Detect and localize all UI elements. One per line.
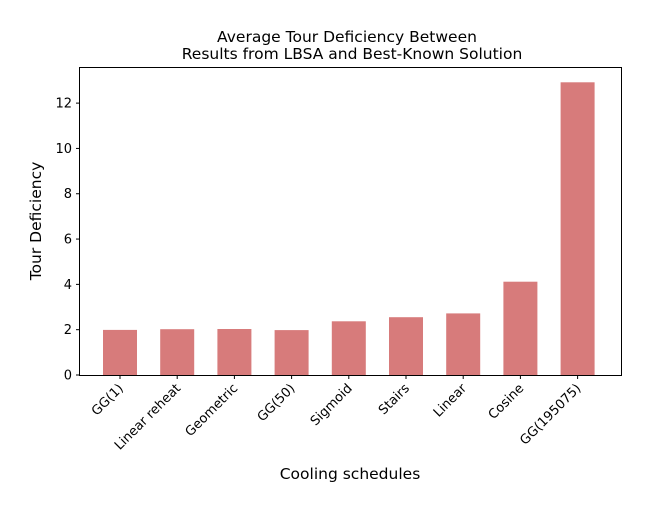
bar-6 (446, 313, 481, 375)
y-tick-label-5: 10 (55, 142, 72, 157)
bar-3 (274, 330, 309, 375)
y-ticks-group: 0 2 4 6 8 10 12 (55, 97, 80, 384)
y-tick-label-1: 2 (64, 323, 72, 338)
y-tick-label-4: 8 (64, 187, 72, 202)
plot-frame (79, 67, 622, 376)
chart-title-line-1: Average Tour Deficiency Between (217, 28, 477, 46)
bar-1 (160, 329, 195, 375)
y-axis-label: Tour Deficiency (27, 162, 45, 282)
bars-group (103, 82, 595, 376)
bar-0 (103, 329, 137, 375)
y-tick-label-2: 4 (64, 278, 72, 293)
y-tick-label-3: 6 (64, 233, 72, 248)
x-axis-label: Cooling schedules (280, 465, 421, 483)
bar-4 (331, 321, 366, 375)
y-tick-label-0: 0 (64, 369, 72, 384)
bar-2 (217, 329, 252, 375)
chart-title-line-2: Results from LBSA and Best-Known Solutio… (182, 45, 523, 63)
bar-8 (560, 82, 595, 376)
y-tick-label-6: 12 (55, 97, 72, 112)
bar-5 (389, 317, 423, 375)
bar-7 (503, 281, 538, 375)
